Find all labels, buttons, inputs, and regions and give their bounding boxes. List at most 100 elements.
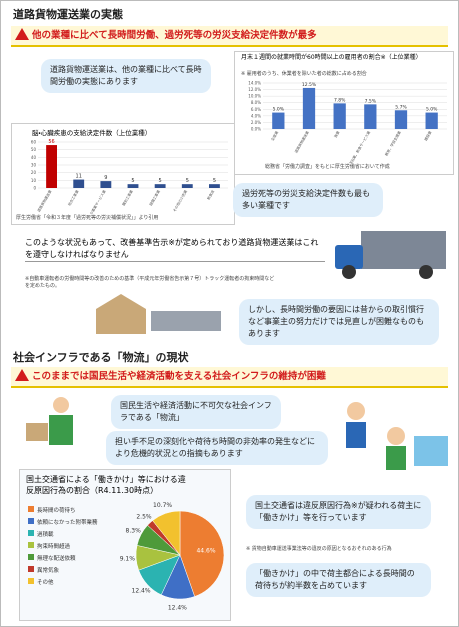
- trucks: [151, 311, 221, 331]
- y-tick-label: 10.0%: [248, 94, 261, 99]
- warehouse-illustration: [96, 294, 221, 334]
- y-tick-label: 4.0%: [251, 113, 261, 118]
- head: [53, 397, 69, 413]
- bar: [154, 184, 166, 188]
- footnote: ※自動車運転者の労働時間等の改善のための基準（平成元年労働省告示第７号）トラック…: [25, 276, 275, 289]
- chart-title: 脳・心臓疾患の支給決定件数（上位業種）: [32, 129, 152, 137]
- chart-title: 月末１週間の就業時間が60時間以上の雇用者の割合※（上位業種）: [241, 54, 422, 61]
- legend-label: 長時間の荷待ち: [37, 506, 76, 514]
- y-tick-label: 40: [31, 155, 37, 160]
- legend-swatch: [28, 542, 34, 548]
- banner: このままでは国民生活や経済活動を支える社会インフラの維持が困難: [11, 367, 448, 388]
- legend-swatch: [28, 566, 34, 572]
- legend-swatch: [28, 554, 34, 560]
- legend-label: その他: [37, 578, 54, 586]
- pie-slice: [152, 510, 181, 556]
- banner: 他の業種に比べて長時間労働、過労死等の労災支給決定件数が最多: [11, 26, 448, 47]
- y-tick-label: 2.0%: [251, 120, 261, 125]
- data-label: 12.4%: [132, 588, 151, 595]
- bubble: 道路貨物運送業は、他の業種に比べて長時間労働の実態にあります: [41, 59, 211, 93]
- data-label: 8.3%: [126, 528, 142, 535]
- legend-swatch: [28, 518, 34, 524]
- x-tick-label: 全産業: [270, 130, 280, 142]
- chart-subtitle: ※ 雇用者のうち、休業者を除いた者の総数に占める割合: [241, 71, 367, 77]
- footnote: ※ 貨物自動車運送事業法等の違反の原因となるおそれのある行為: [246, 546, 392, 552]
- data-label: 5: [159, 178, 162, 184]
- y-tick-label: 10: [31, 178, 37, 183]
- bar: [364, 104, 377, 129]
- data-label: 10.7%: [153, 502, 172, 509]
- bar: [302, 87, 316, 129]
- x-tick-label: 飲食店: [206, 189, 216, 201]
- x-tick-label: 宿泊業，飲食サービス業: [348, 130, 372, 163]
- bar: [394, 110, 408, 129]
- legend-label: 過積載: [37, 530, 54, 538]
- x-tick-label: 設備工事業: [148, 189, 161, 207]
- data-label: 2.5%: [136, 513, 152, 520]
- truck: [414, 436, 448, 466]
- wheel: [419, 265, 433, 279]
- data-label: 5: [131, 178, 134, 184]
- y-tick-label: 30: [31, 163, 37, 168]
- x-tick-label: 職別工事業: [121, 189, 134, 207]
- banner-text: 他の業種に比べて長時間労働、過労死等の労災支給決定件数が最多: [32, 30, 317, 41]
- bubble: 過労死等の労災支給決定件数も最も多い業種です: [233, 183, 383, 217]
- data-label: 11: [76, 174, 82, 180]
- bar: [209, 184, 220, 188]
- body: [386, 446, 406, 470]
- legend-swatch: [28, 578, 34, 584]
- legend-swatch: [28, 530, 34, 536]
- bar: [181, 184, 193, 188]
- worker-illustration: [26, 397, 73, 445]
- legend-label: 無理な配送依頼: [37, 554, 76, 562]
- chart-panel: 国土交通省による「働きかけ」等における違反原因行為の割合（R4.11.30時点）…: [19, 469, 231, 621]
- x-tick-label: 道路貨物運送業: [293, 130, 310, 154]
- bubble: しかし、長時間労働の要因には昔からの取引慣行など事業主の努力だけでは見直しが困難…: [239, 299, 439, 345]
- x-tick-label: 建設業: [423, 130, 433, 142]
- bubble: 「働きかけ」の中で荷主都合による長時間の荷待ちが約半数を占めています: [246, 563, 431, 597]
- x-tick-label: 漁業: [333, 130, 341, 139]
- body: [346, 422, 366, 448]
- y-tick-label: 14.0%: [248, 81, 261, 86]
- y-tick-label: 20: [31, 170, 37, 175]
- chart: 0 10 20 30 40 50 60 56 道路貨物運送業 11 総合工事業 9 その他の事業サービス…: [31, 139, 228, 214]
- data-label: 5: [186, 178, 189, 184]
- bar: [73, 179, 85, 188]
- section-heading: 道路貨物運送業の実態: [13, 8, 123, 21]
- bar: [272, 112, 285, 129]
- notice: このような状況もあって、改善基準告示※が定められており道路貨物運送業はこれを遵守…: [25, 237, 325, 262]
- data-label: 5.0%: [426, 107, 438, 113]
- chart: 44.6% 長時間の荷待ち 12.4% 依頼になかった附帯業務 12.4% 過積載 9.1%…: [28, 502, 225, 612]
- chart-source: 総務省「労働力調査」をもとに厚生労働省において作成: [265, 164, 390, 170]
- data-label: 7.8%: [334, 97, 346, 103]
- bubble: 担い手不足の深刻化や荷待ち時間の非効率の発生などにより危機的状況との指摘もありま…: [106, 431, 328, 465]
- x-tick-label: 総合工事業: [67, 189, 80, 207]
- chart: 0.0% 2.0% 4.0%6.0% 8.0%10.0% 12.0%14.0% 5.0% 全…: [248, 81, 447, 163]
- bar: [127, 184, 139, 188]
- wheel: [342, 265, 356, 279]
- bubble: 国土交通省は違反原因行為※が疑われる荷主に「働きかけ」等を行っています: [246, 495, 431, 529]
- y-tick-label: 8.0%: [251, 100, 261, 105]
- y-tick-label: 12.0%: [248, 87, 261, 92]
- y-tick-label: 0.0%: [251, 127, 261, 132]
- y-tick-label: 60: [31, 140, 37, 145]
- data-label: 7.5%: [365, 98, 377, 104]
- banner-text: このままでは国民生活や経済活動を支える社会インフラの維持が困難: [32, 371, 326, 382]
- y-tick-label: 6.0%: [251, 107, 261, 112]
- legend-label: 依頼になかった附帯業務: [37, 518, 98, 526]
- bubble: 国民生活や経済活動に不可欠な社会インフラである「物流」: [111, 395, 281, 429]
- data-label: 5: [213, 178, 216, 184]
- box: [26, 423, 48, 441]
- bar: [46, 145, 57, 188]
- data-label: 56: [48, 139, 54, 145]
- head: [387, 427, 405, 445]
- truck-illustration: [335, 231, 446, 279]
- chart-title: 国土交通省による「働きかけ」等における違反原因行為の割合（R4.11.30時点）: [26, 475, 186, 495]
- bar: [100, 181, 112, 188]
- chart-panel: 脳・心臓疾患の支給決定件数（上位業種） 0 10 20 30 40 50 60 56 道路貨物運…: [11, 123, 235, 225]
- truck-cab: [335, 245, 363, 269]
- x-tick-label: その他の事業サービス業: [83, 189, 107, 214]
- x-tick-label: 道路貨物運送業: [36, 189, 53, 213]
- x-tick-label: その他の小売業: [172, 189, 189, 213]
